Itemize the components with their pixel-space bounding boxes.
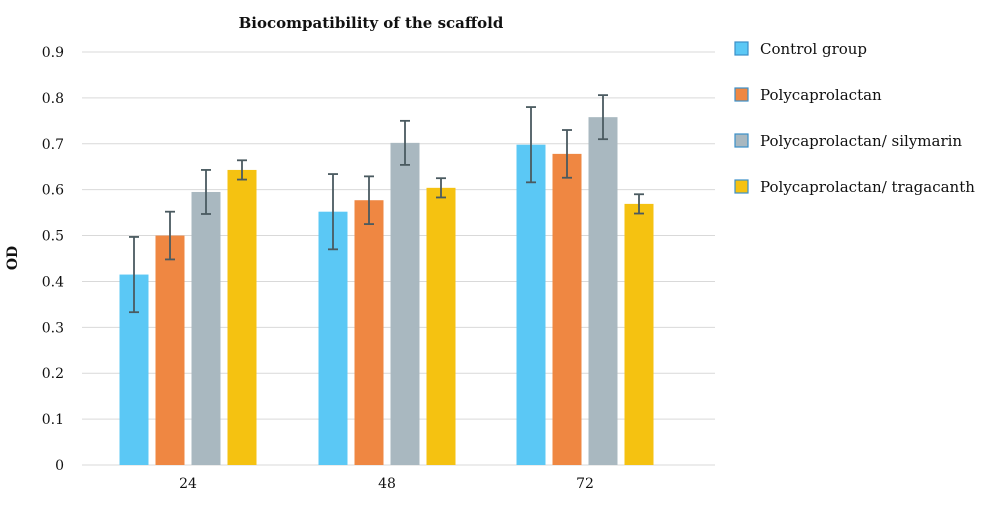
- legend-label: Polycaprolactan: [760, 86, 882, 104]
- bar: [354, 200, 384, 465]
- y-tick-label: 0.2: [42, 366, 64, 382]
- bar: [552, 153, 582, 465]
- x-tick-labels: 24 48 72: [179, 476, 594, 492]
- y-tick-label: 0.6: [42, 183, 64, 199]
- legend-label: Polycaprolactan/ silymarin: [760, 132, 962, 150]
- y-tick-labels: 0 0.1 0.2 0.3 0.4 0.5 0.6 0.7 0.8 0.9: [42, 45, 64, 474]
- error-bars: [129, 94, 644, 314]
- legend-swatch: [734, 179, 749, 194]
- x-tick-label: 72: [576, 476, 594, 492]
- legend-swatch: [734, 87, 749, 102]
- y-tick-label: 0.9: [42, 45, 64, 61]
- legend-swatch: [734, 41, 749, 56]
- legend-label: Control group: [760, 40, 867, 58]
- bar: [426, 187, 456, 465]
- bar: [227, 169, 257, 465]
- y-tick-label: 0: [55, 458, 64, 474]
- bar: [155, 235, 185, 465]
- legend: Control group Polycaprolactan Polycaprolac…: [734, 40, 975, 196]
- bar: [588, 117, 618, 465]
- bar: [624, 203, 654, 466]
- legend-swatch: [734, 133, 749, 148]
- x-tick-label: 48: [378, 476, 396, 492]
- bar: [191, 191, 221, 465]
- y-tick-label: 0.3: [42, 320, 64, 336]
- legend-label: Polycaprolactan/ tragacanth: [760, 178, 975, 196]
- y-tick-label: 0.1: [42, 412, 64, 428]
- chart-title: Biocompatibility of the scaffold: [239, 14, 504, 32]
- bar: [390, 142, 420, 466]
- bar: [318, 211, 348, 465]
- x-tick-label: 24: [179, 476, 197, 492]
- y-tick-label: 0.8: [42, 91, 64, 107]
- y-tick-label: 0.4: [42, 274, 64, 290]
- y-tick-label: 0.5: [42, 229, 64, 245]
- bar: [516, 144, 546, 465]
- bars: [119, 117, 654, 466]
- y-tick-label: 0.7: [42, 137, 64, 153]
- y-axis-label: OD: [5, 246, 21, 270]
